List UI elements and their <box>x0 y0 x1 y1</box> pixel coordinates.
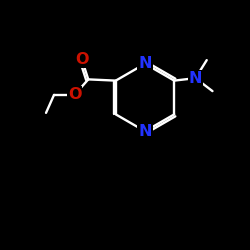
Text: N: N <box>138 124 152 139</box>
Text: N: N <box>138 56 152 71</box>
Text: O: O <box>68 88 81 102</box>
Text: O: O <box>75 52 89 67</box>
Text: N: N <box>189 71 202 86</box>
